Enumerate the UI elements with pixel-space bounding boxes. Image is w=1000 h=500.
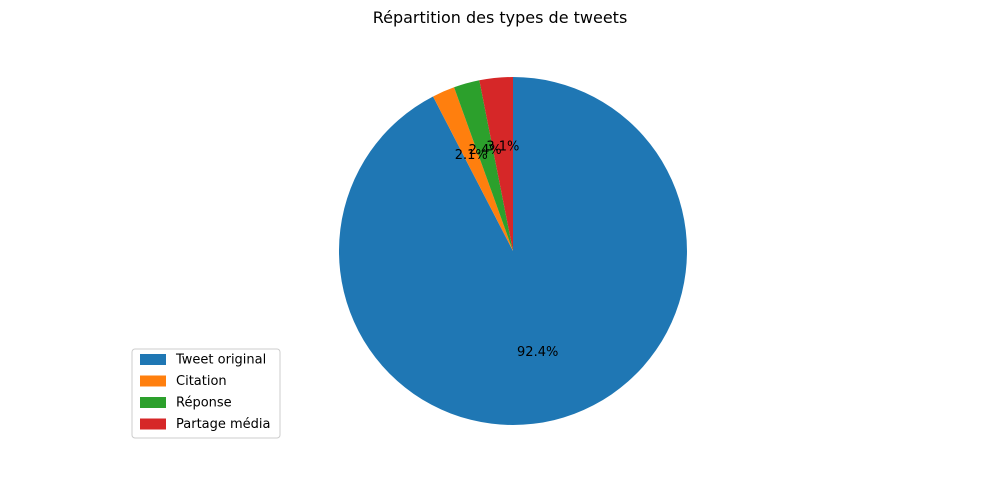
legend-swatch-2 [140, 375, 166, 387]
legend: Tweet original Citation Réponse Partage méd… [131, 348, 281, 439]
pie-slice-3 [454, 80, 513, 251]
legend-label-3: Réponse [176, 396, 232, 411]
pie-slice-2 [433, 87, 513, 251]
pie-slices [338, 77, 687, 426]
pie-slice-1 [338, 77, 687, 426]
legend-swatch-4 [140, 418, 166, 430]
legend-frame [131, 348, 281, 439]
pie-percent-label-4: 3.1% [486, 140, 519, 155]
pie-percent-label-1: 92.4% [517, 345, 558, 360]
pie-percent-label-2: 2.1% [455, 148, 488, 163]
pie-slice-4 [479, 77, 513, 251]
chart-title: Répartition des types de tweets [373, 8, 628, 27]
legend-label-1: Tweet original [175, 353, 266, 368]
legend-swatch-3 [140, 397, 166, 408]
legend-label-2: Citation [176, 374, 227, 389]
legend-swatch-1 [140, 354, 166, 365]
pie-percent-label-3: 2.4% [469, 143, 502, 158]
legend-label-4: Partage média [176, 417, 271, 432]
pie-percent-labels: 92.4% 2.1%2.4%3.1% [455, 140, 559, 360]
